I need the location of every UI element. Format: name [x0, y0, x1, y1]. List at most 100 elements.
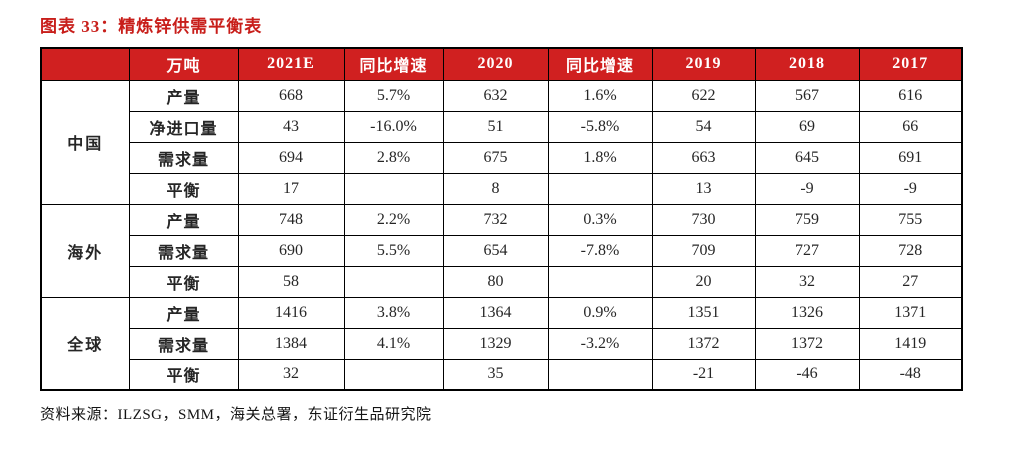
header-row: 万吨 2021E 同比增速 2020 同比增速 2019 2018 2017: [40, 47, 963, 81]
value-cell: 1371: [858, 296, 963, 329]
table-row: 平衡 58 80 20 32 27: [41, 265, 963, 298]
value-cell: 8: [442, 172, 549, 205]
value-cell: -21: [651, 358, 756, 391]
value-cell: 759: [754, 203, 860, 236]
value-cell: [343, 265, 444, 298]
value-cell: 80: [442, 265, 549, 298]
value-cell: 1419: [858, 327, 963, 360]
metric-cell: 净进口量: [128, 110, 239, 143]
metric-cell: 平衡: [128, 172, 239, 205]
value-cell: 709: [651, 234, 756, 267]
group-cell: 全球: [40, 296, 130, 391]
value-cell: 622: [651, 79, 756, 112]
column-header: 万吨: [128, 47, 239, 81]
column-header: 2017: [858, 47, 963, 81]
value-cell: 645: [754, 141, 860, 174]
table-row: 需求量 694 2.8% 675 1.8% 663 645 691: [41, 141, 963, 174]
value-cell: 1.6%: [547, 79, 653, 112]
value-cell: 632: [442, 79, 549, 112]
metric-cell: 平衡: [128, 265, 239, 298]
column-header: 同比增速: [547, 47, 653, 81]
value-cell: 51: [442, 110, 549, 143]
value-cell: 43: [237, 110, 345, 143]
column-header: 同比增速: [343, 47, 444, 81]
value-cell: 35: [442, 358, 549, 391]
value-cell: 730: [651, 203, 756, 236]
table-row: 海外 产量 748 2.2% 732 0.3% 730 759 755: [40, 203, 963, 298]
value-cell: -48: [858, 358, 963, 391]
value-cell: 1372: [754, 327, 860, 360]
value-cell: 668: [237, 79, 345, 112]
value-cell: 2.8%: [343, 141, 444, 174]
value-cell: 1329: [442, 327, 549, 360]
metric-cell: 产量: [128, 79, 239, 112]
value-cell: 1372: [651, 327, 756, 360]
value-cell: 567: [754, 79, 860, 112]
value-cell: [547, 265, 653, 298]
table-body: 中国 产量 668 5.7% 632 1.6% 622 567 616 净进口量 43 -16.0% 5…: [40, 79, 963, 391]
value-cell: 691: [858, 141, 963, 174]
table-row: 净进口量 43 -16.0% 51 -5.8% 54 69 66: [41, 110, 963, 143]
column-header: [40, 47, 130, 81]
value-cell: 727: [754, 234, 860, 267]
figure-title: 图表 33：精炼锌供需平衡表: [40, 17, 263, 36]
column-header: 2018: [754, 47, 860, 81]
supply-demand-table: 万吨 2021E 同比增速 2020 同比增速 2019 2018 2017 中国 产量 668 5…: [40, 47, 963, 391]
group-cell: 中国: [40, 79, 130, 205]
value-cell: 755: [858, 203, 963, 236]
table-header: 万吨 2021E 同比增速 2020 同比增速 2019 2018 2017: [40, 47, 963, 81]
value-cell: -9: [858, 172, 963, 205]
column-header: 2019: [651, 47, 756, 81]
value-cell: 694: [237, 141, 345, 174]
value-cell: 66: [858, 110, 963, 143]
group-cell: 海外: [40, 203, 130, 298]
value-cell: 54: [651, 110, 756, 143]
value-cell: 728: [858, 234, 963, 267]
value-cell: 20: [651, 265, 756, 298]
value-cell: -5.8%: [547, 110, 653, 143]
value-cell: 32: [754, 265, 860, 298]
table-row: 需求量 690 5.5% 654 -7.8% 709 727 728: [41, 234, 963, 267]
value-cell: 690: [237, 234, 345, 267]
value-cell: [343, 172, 444, 205]
value-cell: 5.5%: [343, 234, 444, 267]
value-cell: 0.3%: [547, 203, 653, 236]
value-cell: 2.2%: [343, 203, 444, 236]
value-cell: 13: [651, 172, 756, 205]
value-cell: 732: [442, 203, 549, 236]
value-cell: 1.8%: [547, 141, 653, 174]
value-cell: [547, 172, 653, 205]
value-cell: 1351: [651, 296, 756, 329]
metric-cell: 平衡: [128, 358, 239, 391]
column-header: 2020: [442, 47, 549, 81]
value-cell: -16.0%: [343, 110, 444, 143]
table-row: 平衡 17 8 13 -9 -9: [41, 172, 963, 205]
table-row: 需求量 1384 4.1% 1329 -3.2% 1372 1372 1419: [41, 327, 963, 360]
value-cell: 748: [237, 203, 345, 236]
value-cell: -3.2%: [547, 327, 653, 360]
metric-cell: 需求量: [128, 327, 239, 360]
metric-cell: 需求量: [128, 234, 239, 267]
value-cell: -9: [754, 172, 860, 205]
value-cell: -7.8%: [547, 234, 653, 267]
value-cell: 69: [754, 110, 860, 143]
value-cell: [343, 358, 444, 391]
column-header: 2021E: [237, 47, 345, 81]
table-row: 全球 产量 1416 3.8% 1364 0.9% 1351 1326 1371: [40, 296, 963, 391]
value-cell: 663: [651, 141, 756, 174]
value-cell: 5.7%: [343, 79, 444, 112]
value-cell: [547, 358, 653, 391]
value-cell: -46: [754, 358, 860, 391]
value-cell: 654: [442, 234, 549, 267]
metric-cell: 产量: [128, 203, 239, 236]
value-cell: 616: [858, 79, 963, 112]
value-cell: 1384: [237, 327, 345, 360]
value-cell: 0.9%: [547, 296, 653, 329]
metric-cell: 需求量: [128, 141, 239, 174]
source-note: 资料来源：ILZSG，SMM，海关总署，东证衍生品研究院: [40, 407, 432, 423]
value-cell: 4.1%: [343, 327, 444, 360]
table-row: 平衡 32 35 -21 -46 -48: [41, 358, 963, 391]
table-row: 中国 产量 668 5.7% 632 1.6% 622 567 616: [40, 79, 963, 205]
metric-cell: 产量: [128, 296, 239, 329]
